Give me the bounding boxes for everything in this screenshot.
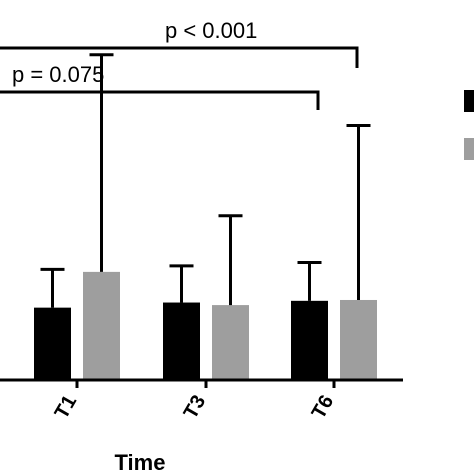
bar-series-2-t3 [212, 305, 249, 380]
legend-swatch-series-2 [464, 138, 474, 160]
bar-series-1-t3 [163, 302, 200, 380]
bar-series-1-t1 [34, 307, 71, 380]
x-tick-label: T3 [180, 392, 211, 423]
legend-swatch-series-1 [464, 90, 474, 112]
x-axis-title: Time [115, 450, 166, 474]
p-value-label: p = 0.075 [12, 62, 104, 87]
bar-series-2-t6 [340, 299, 377, 380]
bar-series-1-t6 [291, 300, 328, 380]
p-value-label: p < 0.001 [165, 18, 257, 43]
x-tick-label: T6 [308, 392, 339, 423]
significance-bracket-2: p < 0.001 [0, 18, 359, 68]
significance-bracket-1: p = 0.075 [0, 62, 320, 110]
bracket-line [0, 90, 320, 110]
bar-series-2-t1 [83, 271, 120, 380]
error-bar-series-1-t6 [297, 261, 322, 301]
error-bar-series-1-t3 [169, 264, 194, 303]
error-bar-series-2-t1 [89, 53, 114, 272]
bracket-line [0, 46, 359, 68]
x-tick-label: T1 [51, 392, 82, 423]
error-bar-series-2-t3 [218, 214, 243, 306]
error-bar-series-2-t6 [346, 123, 371, 300]
error-bar-series-1-t1 [40, 267, 65, 308]
